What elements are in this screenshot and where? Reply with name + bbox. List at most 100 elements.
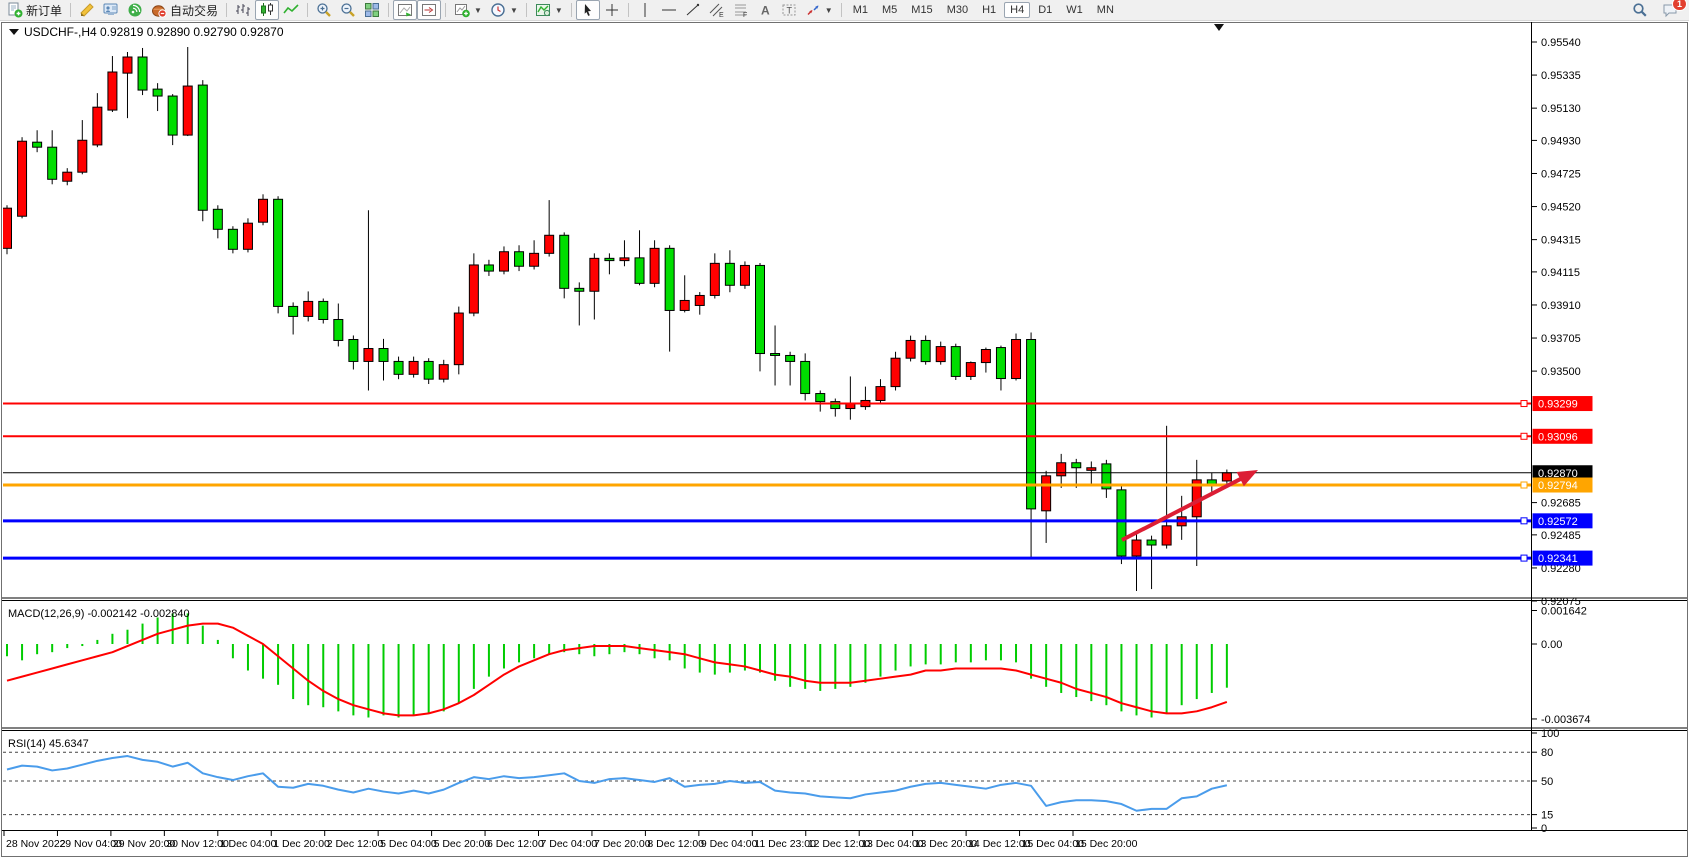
auto-trading-button[interactable]: 自动交易 [147,0,222,20]
chat-button[interactable]: 1 [1658,0,1687,20]
timeframe-button-m15[interactable]: M15 [911,4,933,16]
zoom-out-button[interactable] [336,0,360,20]
auto-scroll-button[interactable] [393,0,418,20]
candle-body-bear [423,360,434,380]
hline-handle[interactable] [1520,400,1528,408]
timeframe-button-h4[interactable]: H4 [1004,2,1031,18]
candle-body-bull [935,346,946,363]
line-chart-button[interactable] [279,0,303,20]
metaeditor-button[interactable] [75,0,99,20]
auto-scroll-icon [398,4,413,17]
candle-body-bull [679,299,690,311]
candlestick-icon [261,3,274,16]
terminal-button[interactable] [99,0,123,20]
rsi-tick-label: 100 [1541,728,1559,740]
candlestick-chart-button[interactable] [255,0,280,20]
candle-body-bear [1026,338,1037,510]
chevron-down-icon: ▼ [509,5,518,15]
toolbar: 新订单 自动交易 ▼ ▼ ▼ E F A T ▼ M1 M5 M15 M30 H1 H4 D1 W1 MN 1 [0,0,1689,21]
trend-arrow-line[interactable] [1121,475,1245,542]
candle-body-bear [830,401,841,410]
price-level-badge-text: 0.92341 [1538,553,1578,565]
price-tick-label: 0.92280 [1541,563,1581,575]
auto-trading-button-label: 自动交易 [170,3,219,18]
timeframe-button-mn[interactable]: MN [1096,4,1114,16]
candle-body-bull [1086,467,1097,471]
timeframe-button-d1[interactable]: D1 [1038,4,1053,16]
candle-body-bull [1011,338,1022,380]
text-label-button[interactable]: T [777,0,801,20]
hline-handle[interactable] [1520,554,1528,562]
candle-body-bull [649,247,660,284]
time-tick-label: 15 Dec 04:00 [1022,838,1085,850]
horizontal-line-button[interactable] [657,0,681,20]
periods-button[interactable]: ▼ [486,0,522,20]
chart-shift-button[interactable] [417,0,442,20]
time-tick-label: 9 Dec 04:00 [701,838,758,850]
candle-body-bear [995,347,1006,380]
one-click-trading-toggle[interactable] [9,29,19,35]
price-scale[interactable]: 0.95540 0.95335 0.95130 0.94930 0.94725 0.945… [1532,37,1593,608]
toolbar-divider [388,3,390,17]
chart-shift-marker[interactable] [1214,24,1224,31]
search-button[interactable] [1628,0,1652,20]
time-tick-label: 8 Dec 12:00 [647,838,704,850]
svg-text:F: F [743,12,747,18]
price-tick-label: 0.92685 [1541,498,1581,510]
fibonacci-button[interactable]: F [729,0,753,20]
fibonacci-icon: F [734,4,747,18]
candle-body-bull [303,300,314,317]
toolbar-divider [627,3,629,17]
timeframe-button-m5[interactable]: M5 [882,4,898,16]
toolbar-right: 1 [1628,0,1687,20]
signals-button[interactable] [123,0,147,20]
candle-body-bull [242,222,253,250]
timeframe-button-m30[interactable]: M30 [946,4,969,16]
zoom-in-button[interactable] [312,0,336,20]
candle-body-bear [318,300,329,320]
new-chart-button[interactable]: ▼ [450,0,486,20]
candle-body-bull [1056,462,1067,477]
candle-body-bull [107,71,118,111]
candle-body-bull [905,339,916,359]
macd-tick-label: 0.001642 [1541,606,1587,618]
tile-windows-icon [365,3,380,17]
rsi-tick-label: 80 [1541,747,1553,759]
timeframe-button-w1[interactable]: W1 [1066,4,1083,16]
hline-handle[interactable] [1520,481,1528,489]
indicators-button[interactable]: ▼ [531,0,567,20]
timeframe-button-h1[interactable]: H1 [982,4,997,16]
candle-body-bull [1161,525,1172,546]
candle-body-bear [483,264,494,272]
text-icon: A [761,4,770,18]
vertical-line-button[interactable] [633,0,657,20]
hline-handle[interactable] [1520,517,1528,525]
hline-handle[interactable] [1520,432,1528,440]
svg-text:T: T [786,6,792,16]
trendline-button[interactable] [681,0,705,20]
tile-windows-button[interactable] [360,0,384,20]
bar-chart-button[interactable] [231,0,255,20]
candle-body-bear [288,305,299,317]
candle-body-bear [920,339,931,363]
crosshair-button[interactable] [600,0,624,20]
trend-arrow-head[interactable] [1236,470,1258,487]
rsi-tick-label: 0 [1541,823,1547,835]
time-tick-label: 5 Dec 04:00 [380,838,437,850]
time-tick-label: 7 Dec 20:00 [594,838,651,850]
candle-body-bear [604,257,615,262]
channel-button[interactable]: E [705,0,729,20]
cursor-button[interactable] [575,0,600,20]
text-button[interactable]: A [753,0,777,20]
line-chart-icon [283,4,299,14]
price-level-badge-text: 0.93299 [1538,399,1578,411]
time-tick-label: 13 Dec 20:00 [915,838,978,850]
main-chart-panel[interactable] [3,47,1532,592]
arrows-button[interactable]: ▼ [801,0,837,20]
channel-icon: E [709,3,724,18]
zoom-in-icon [317,3,331,17]
timeframe-button-m1[interactable]: M1 [852,4,868,16]
new-order-button[interactable]: 新订单 [3,0,66,20]
